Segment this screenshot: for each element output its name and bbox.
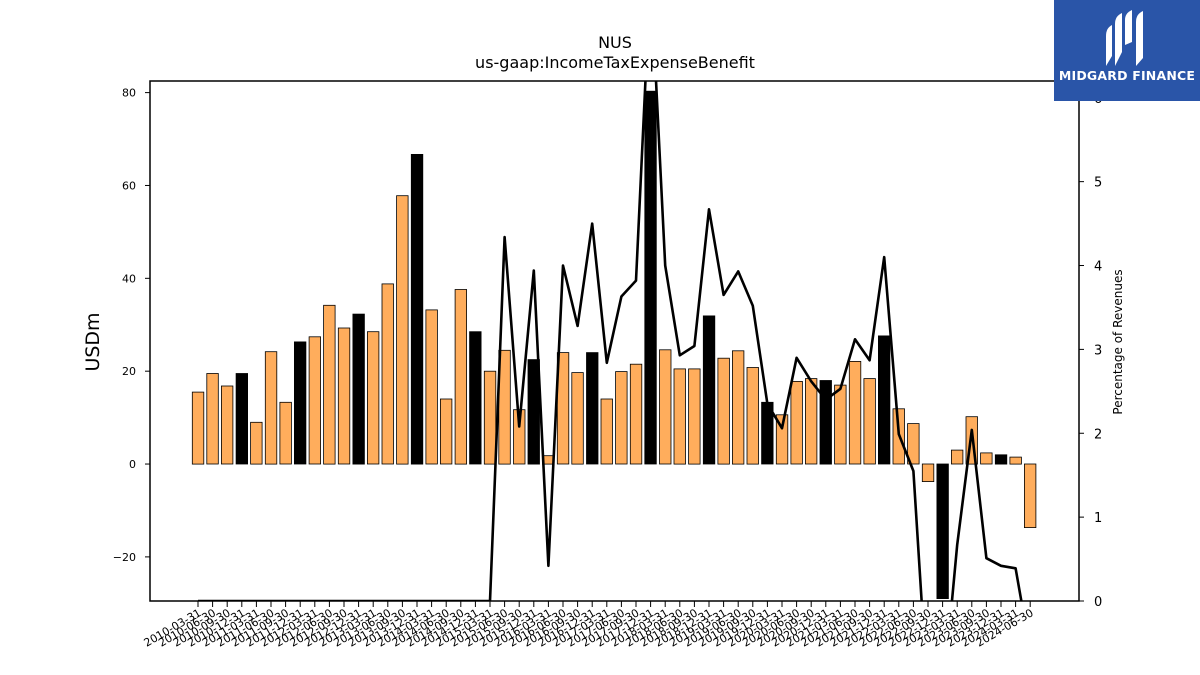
y-tick-label: 20 bbox=[122, 365, 136, 378]
y2-tick-label: 1 bbox=[1094, 511, 1102, 526]
bar bbox=[323, 304, 336, 465]
bar bbox=[688, 368, 701, 465]
bar bbox=[878, 335, 891, 465]
bar bbox=[586, 352, 599, 465]
bar bbox=[191, 391, 205, 465]
bar bbox=[571, 372, 584, 465]
bar bbox=[469, 331, 482, 465]
bar bbox=[673, 368, 686, 465]
y-tick-label: 60 bbox=[122, 179, 136, 192]
bar bbox=[366, 331, 380, 465]
bar bbox=[206, 373, 219, 465]
bar bbox=[264, 351, 278, 465]
bar bbox=[629, 363, 643, 465]
y-tick-label: −20 bbox=[113, 551, 136, 564]
bar bbox=[220, 385, 234, 465]
bar bbox=[425, 309, 438, 465]
bar bbox=[848, 360, 862, 465]
bar bbox=[1024, 463, 1037, 528]
bar bbox=[279, 401, 292, 465]
bar bbox=[381, 283, 394, 465]
bar bbox=[790, 380, 803, 465]
bar bbox=[805, 378, 818, 465]
bar bbox=[454, 289, 468, 465]
y2-tick-label: 5 bbox=[1094, 176, 1102, 191]
y2-tick-label: 0 bbox=[1094, 595, 1102, 610]
bar bbox=[702, 315, 716, 465]
brand-name: MIDGARD FINANCE bbox=[1058, 68, 1196, 83]
bar bbox=[600, 398, 613, 465]
bar bbox=[936, 463, 949, 600]
bar bbox=[1009, 456, 1022, 465]
bar bbox=[819, 380, 832, 465]
y2-tick-label: 4 bbox=[1094, 260, 1102, 275]
bar bbox=[834, 384, 847, 465]
bar bbox=[483, 370, 497, 465]
bar bbox=[717, 357, 730, 465]
bar bbox=[250, 421, 263, 465]
bar bbox=[308, 336, 322, 465]
bar bbox=[235, 373, 249, 465]
y-tick-label: 0 bbox=[129, 458, 136, 471]
bar bbox=[410, 153, 424, 465]
chart-subtitle: us-gaap:IncomeTaxExpenseBenefit bbox=[475, 53, 755, 72]
midgard-logo-icon bbox=[1106, 10, 1143, 66]
bar bbox=[980, 452, 993, 465]
brand-logo: MIDGARD FINANCE bbox=[1054, 0, 1200, 101]
bar bbox=[951, 449, 964, 465]
y-tick-label: 40 bbox=[122, 272, 136, 285]
bar bbox=[337, 327, 351, 465]
bar bbox=[863, 378, 876, 465]
y-axis-label: USDm bbox=[82, 312, 104, 371]
y2-tick-label: 2 bbox=[1094, 427, 1102, 442]
bar bbox=[921, 463, 935, 483]
bar bbox=[775, 414, 789, 465]
y2-tick-label: 3 bbox=[1094, 343, 1102, 358]
bar bbox=[293, 341, 307, 465]
chart-title: NUS bbox=[598, 33, 632, 52]
bar bbox=[659, 349, 672, 465]
bar bbox=[396, 195, 409, 465]
plot-frame bbox=[149, 80, 1080, 602]
bar bbox=[746, 367, 759, 465]
bar bbox=[907, 423, 920, 465]
revenue-pct-line bbox=[198, 81, 1023, 601]
y2-axis-label: Percentage of Revenues bbox=[1111, 269, 1125, 414]
plot-area: −2002040608001234562010-03-312010-06-302… bbox=[113, 80, 1102, 650]
bar bbox=[352, 313, 365, 465]
bar bbox=[732, 350, 745, 465]
y-tick-label: 80 bbox=[122, 87, 136, 100]
bar bbox=[644, 90, 657, 465]
bar bbox=[994, 454, 1008, 465]
bar bbox=[615, 371, 628, 465]
bar bbox=[439, 398, 453, 465]
bar bbox=[513, 409, 526, 465]
